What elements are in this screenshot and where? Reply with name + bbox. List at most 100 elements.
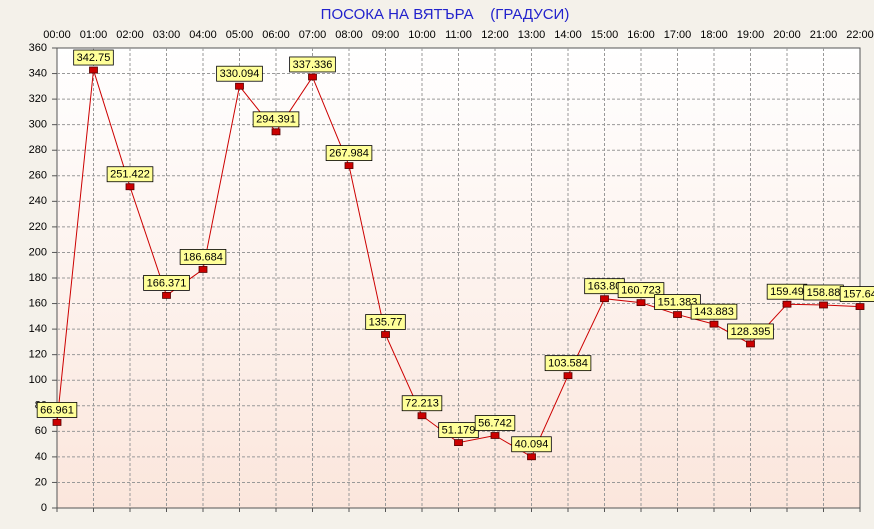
data-label-box [690,303,738,320]
data-label: 267.984 [329,147,369,159]
x-tick-label: 03:00 [153,29,181,41]
x-tick-label: 22:00 [846,29,874,41]
point-marker [52,419,62,426]
y-tick-label: 60 [35,425,47,437]
data-label: 342.75 [77,52,111,64]
data-label: 128.395 [731,326,771,338]
data-label: 157.64 [843,288,874,300]
y-tick-label: 240 [29,195,47,207]
point-marker [782,300,792,308]
data-label: 103.584 [548,358,588,370]
x-tick-label: 13:00 [518,29,546,41]
y-tick-label: 340 [29,67,47,79]
x-tick-label: 08:00 [335,29,363,41]
point-marker [636,299,646,307]
x-tick-label: 02:00 [116,29,144,41]
x-tick-label: 05:00 [226,29,254,41]
data-label: 151.383 [658,296,698,308]
data-label: 40.094 [515,439,549,451]
data-label-box [617,282,665,299]
x-tick-label: 06:00 [262,29,290,41]
y-tick-label: 280 [29,144,47,156]
data-label-box [216,65,263,82]
x-tick-label: 07:00 [299,29,327,41]
data-label-box [511,436,552,453]
point-marker [527,453,536,461]
data-label-box [106,166,154,183]
y-tick-label: 160 [29,297,47,309]
x-tick-label: 04:00 [189,29,217,41]
chart-title: ПОСОКА НА ВЯТЪРА (ГРАДУСИ) [321,6,570,23]
data-label: 143.883 [694,306,734,318]
data-label: 159.49 [770,286,804,298]
y-tick-label: 300 [29,119,47,131]
point-marker [162,292,171,299]
point-marker [381,331,390,338]
data-label-box [252,111,300,128]
x-tick-label: 11:00 [445,29,472,41]
data-label-box [839,286,874,302]
y-tick-label: 0 [41,502,47,514]
data-label: 294.391 [256,114,296,126]
x-tick-label: 10:00 [408,29,436,41]
data-label-box [36,402,78,418]
point-marker [235,82,244,90]
x-tick-label: 20:00 [773,29,801,41]
point-marker [709,320,719,328]
point-marker [819,301,828,309]
y-tick-label: 180 [29,272,47,284]
point-marker [89,66,98,74]
point-marker [600,295,609,303]
data-label-box [474,415,516,431]
point-marker [746,340,755,348]
y-tick-label: 100 [29,374,47,386]
x-tick-label: 00:00 [43,29,71,41]
point-marker [198,266,208,273]
x-tick-label: 18:00 [700,29,728,41]
data-label: 251.422 [110,169,150,181]
point-marker [490,432,500,439]
x-tick-label: 16:00 [627,29,655,41]
point-marker [125,183,135,191]
data-label-box [727,323,774,340]
point-marker [344,162,354,169]
x-tick-label: 12:00 [481,29,509,41]
data-label: 56.742 [478,417,512,429]
x-tick-label: 19:00 [737,29,765,41]
y-tick-label: 120 [29,349,47,361]
x-tick-label: 01:00 [80,29,108,41]
data-label: 160.723 [621,285,661,297]
x-tick-label: 09:00 [372,29,400,41]
point-marker [673,311,682,318]
y-tick-label: 40 [35,451,47,463]
data-label-box [325,145,373,161]
data-label: 166.371 [147,277,187,289]
data-label-box [544,355,592,372]
x-tick-label: 15:00 [591,29,619,41]
point-marker [417,412,427,420]
data-label: 158.88 [807,287,841,299]
data-label: 66.961 [40,404,74,416]
data-label: 135.77 [369,316,403,328]
point-marker [454,439,463,447]
y-tick-label: 20 [35,476,47,488]
x-tick-label: 21:00 [810,29,838,41]
data-label-box [143,275,190,291]
point-marker [855,303,865,310]
data-label: 186.684 [183,251,223,263]
y-tick-label: 320 [29,93,47,105]
data-label: 337.336 [293,59,333,71]
data-label-box [73,49,114,66]
point-marker [308,73,317,81]
y-tick-label: 200 [29,246,47,258]
data-label-box [179,249,227,265]
data-label-box [365,314,406,330]
data-label: 163.80 [588,281,622,293]
data-label: 51.179 [442,425,476,437]
data-label: 330.094 [220,68,260,80]
data-label-box [654,294,701,310]
data-label-box [401,395,443,412]
y-tick-label: 260 [29,170,47,182]
y-tick-label: 360 [29,42,47,54]
